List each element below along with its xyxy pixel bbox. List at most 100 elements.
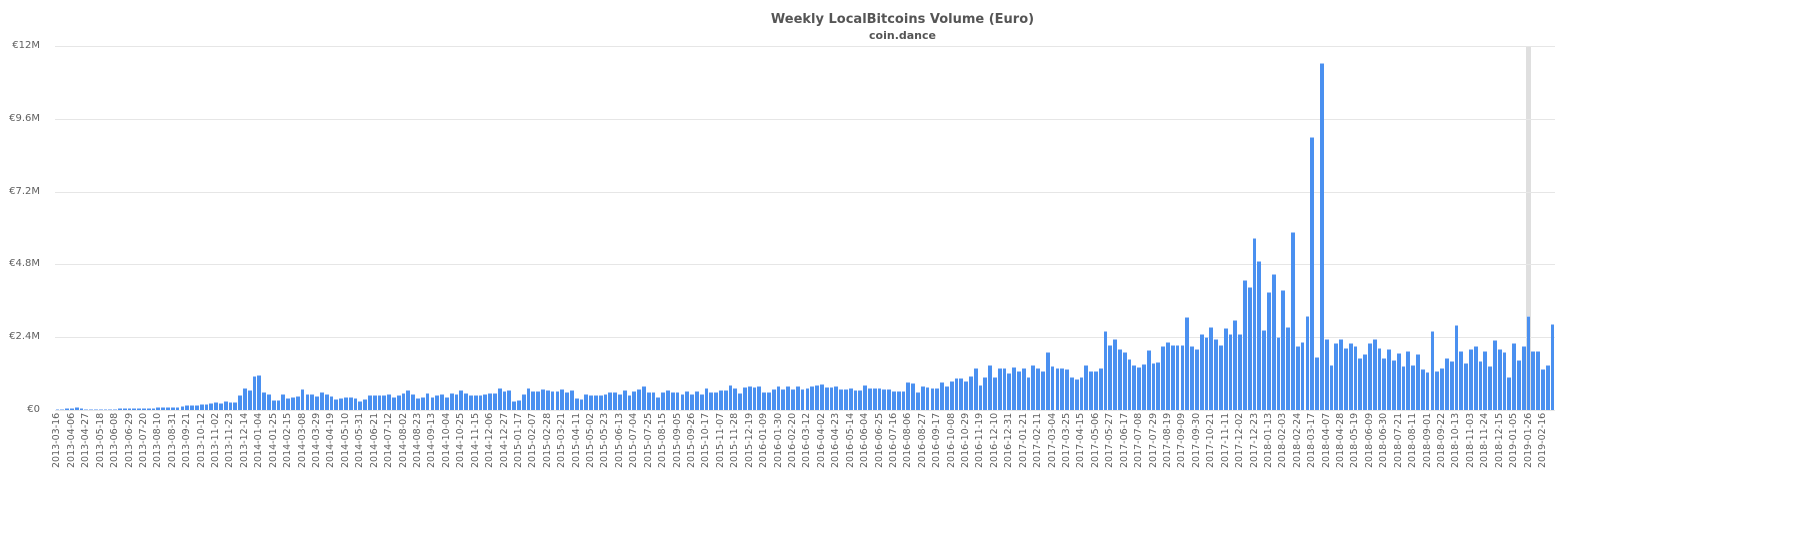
bar[interactable] bbox=[1406, 350, 1411, 410]
bar[interactable] bbox=[103, 408, 108, 410]
bar[interactable] bbox=[1060, 367, 1065, 410]
bar[interactable] bbox=[863, 384, 867, 410]
bar[interactable] bbox=[1363, 353, 1367, 410]
bar[interactable] bbox=[718, 389, 723, 410]
bar[interactable] bbox=[560, 389, 565, 410]
bar[interactable] bbox=[512, 400, 516, 410]
bar[interactable] bbox=[488, 392, 492, 410]
bar[interactable] bbox=[233, 402, 238, 410]
bar[interactable] bbox=[723, 390, 728, 410]
bar[interactable] bbox=[829, 386, 834, 410]
bar[interactable] bbox=[1108, 344, 1113, 410]
bar[interactable] bbox=[738, 393, 742, 410]
bar[interactable] bbox=[243, 388, 247, 410]
bar[interactable] bbox=[1118, 349, 1122, 410]
bar[interactable] bbox=[440, 393, 444, 410]
bar[interactable] bbox=[459, 390, 464, 410]
bar[interactable] bbox=[175, 406, 180, 410]
bar[interactable] bbox=[973, 368, 978, 410]
bar[interactable] bbox=[805, 387, 810, 410]
bar[interactable] bbox=[1069, 376, 1074, 410]
bar[interactable] bbox=[752, 386, 757, 410]
bar[interactable] bbox=[949, 380, 954, 410]
bar[interactable] bbox=[1166, 341, 1170, 410]
bar[interactable] bbox=[406, 390, 411, 410]
bar[interactable] bbox=[1435, 370, 1440, 410]
bar[interactable] bbox=[170, 407, 175, 410]
bar[interactable] bbox=[281, 393, 286, 410]
bar[interactable] bbox=[156, 407, 161, 410]
bar[interactable] bbox=[848, 387, 853, 410]
bar[interactable] bbox=[1036, 367, 1041, 410]
bar[interactable] bbox=[449, 393, 454, 410]
bar[interactable] bbox=[1392, 359, 1396, 410]
bar[interactable] bbox=[1194, 349, 1199, 410]
bar[interactable] bbox=[1416, 353, 1420, 410]
bar[interactable] bbox=[454, 393, 459, 410]
bar[interactable] bbox=[305, 394, 310, 410]
bar[interactable] bbox=[1089, 370, 1093, 410]
bar[interactable] bbox=[1103, 331, 1108, 410]
bar[interactable] bbox=[1449, 361, 1454, 410]
bar[interactable] bbox=[1343, 347, 1348, 410]
bar[interactable] bbox=[430, 396, 435, 410]
bar[interactable] bbox=[473, 395, 478, 410]
bar[interactable] bbox=[291, 396, 295, 410]
bar[interactable] bbox=[267, 393, 271, 410]
bar[interactable] bbox=[392, 396, 396, 410]
bar[interactable] bbox=[1084, 364, 1089, 410]
bar[interactable] bbox=[1425, 372, 1430, 410]
bar[interactable] bbox=[1146, 349, 1151, 410]
bar[interactable] bbox=[1334, 343, 1339, 410]
bar[interactable] bbox=[743, 386, 747, 410]
bar[interactable] bbox=[747, 385, 752, 410]
bar[interactable] bbox=[137, 407, 141, 410]
bar[interactable] bbox=[651, 391, 656, 410]
bar[interactable] bbox=[1295, 346, 1300, 410]
bar[interactable] bbox=[978, 385, 983, 410]
bar[interactable] bbox=[1233, 319, 1238, 410]
bar[interactable] bbox=[690, 393, 694, 410]
bar[interactable] bbox=[916, 391, 920, 410]
bar[interactable] bbox=[704, 388, 709, 410]
bar[interactable] bbox=[142, 407, 146, 410]
bar[interactable] bbox=[401, 393, 406, 410]
bar[interactable] bbox=[348, 397, 353, 410]
bar[interactable] bbox=[872, 387, 877, 410]
bar[interactable] bbox=[315, 395, 319, 410]
bar[interactable] bbox=[1093, 370, 1098, 410]
bar[interactable] bbox=[1329, 364, 1334, 410]
bar[interactable] bbox=[228, 401, 233, 410]
bar[interactable] bbox=[709, 392, 714, 410]
bar[interactable] bbox=[493, 393, 497, 410]
bar[interactable] bbox=[887, 389, 891, 410]
bar[interactable] bbox=[1531, 350, 1536, 410]
bar[interactable] bbox=[1098, 367, 1103, 410]
bar[interactable] bbox=[1377, 347, 1382, 410]
bar[interactable] bbox=[661, 392, 666, 410]
bar[interactable] bbox=[579, 398, 584, 410]
bar[interactable] bbox=[1493, 340, 1497, 410]
bar[interactable] bbox=[502, 390, 507, 410]
bar[interactable] bbox=[800, 389, 805, 410]
bar[interactable] bbox=[1045, 352, 1050, 410]
bar[interactable] bbox=[858, 389, 863, 410]
bar[interactable] bbox=[214, 401, 218, 410]
bar[interactable] bbox=[55, 409, 60, 410]
bar[interactable] bbox=[1497, 349, 1502, 410]
bar[interactable] bbox=[286, 398, 291, 410]
bar[interactable] bbox=[1122, 351, 1127, 410]
bar[interactable] bbox=[108, 408, 113, 410]
bar[interactable] bbox=[834, 386, 839, 410]
bar[interactable] bbox=[593, 395, 598, 410]
bar[interactable] bbox=[411, 393, 416, 410]
bar[interactable] bbox=[1156, 362, 1161, 410]
bar[interactable] bbox=[1339, 338, 1343, 410]
bar[interactable] bbox=[468, 394, 473, 410]
bar[interactable] bbox=[598, 395, 603, 410]
bar[interactable] bbox=[368, 395, 372, 410]
bar[interactable] bbox=[901, 390, 906, 410]
bar[interactable] bbox=[646, 392, 651, 410]
bar[interactable] bbox=[262, 392, 266, 410]
bar[interactable] bbox=[776, 386, 781, 410]
